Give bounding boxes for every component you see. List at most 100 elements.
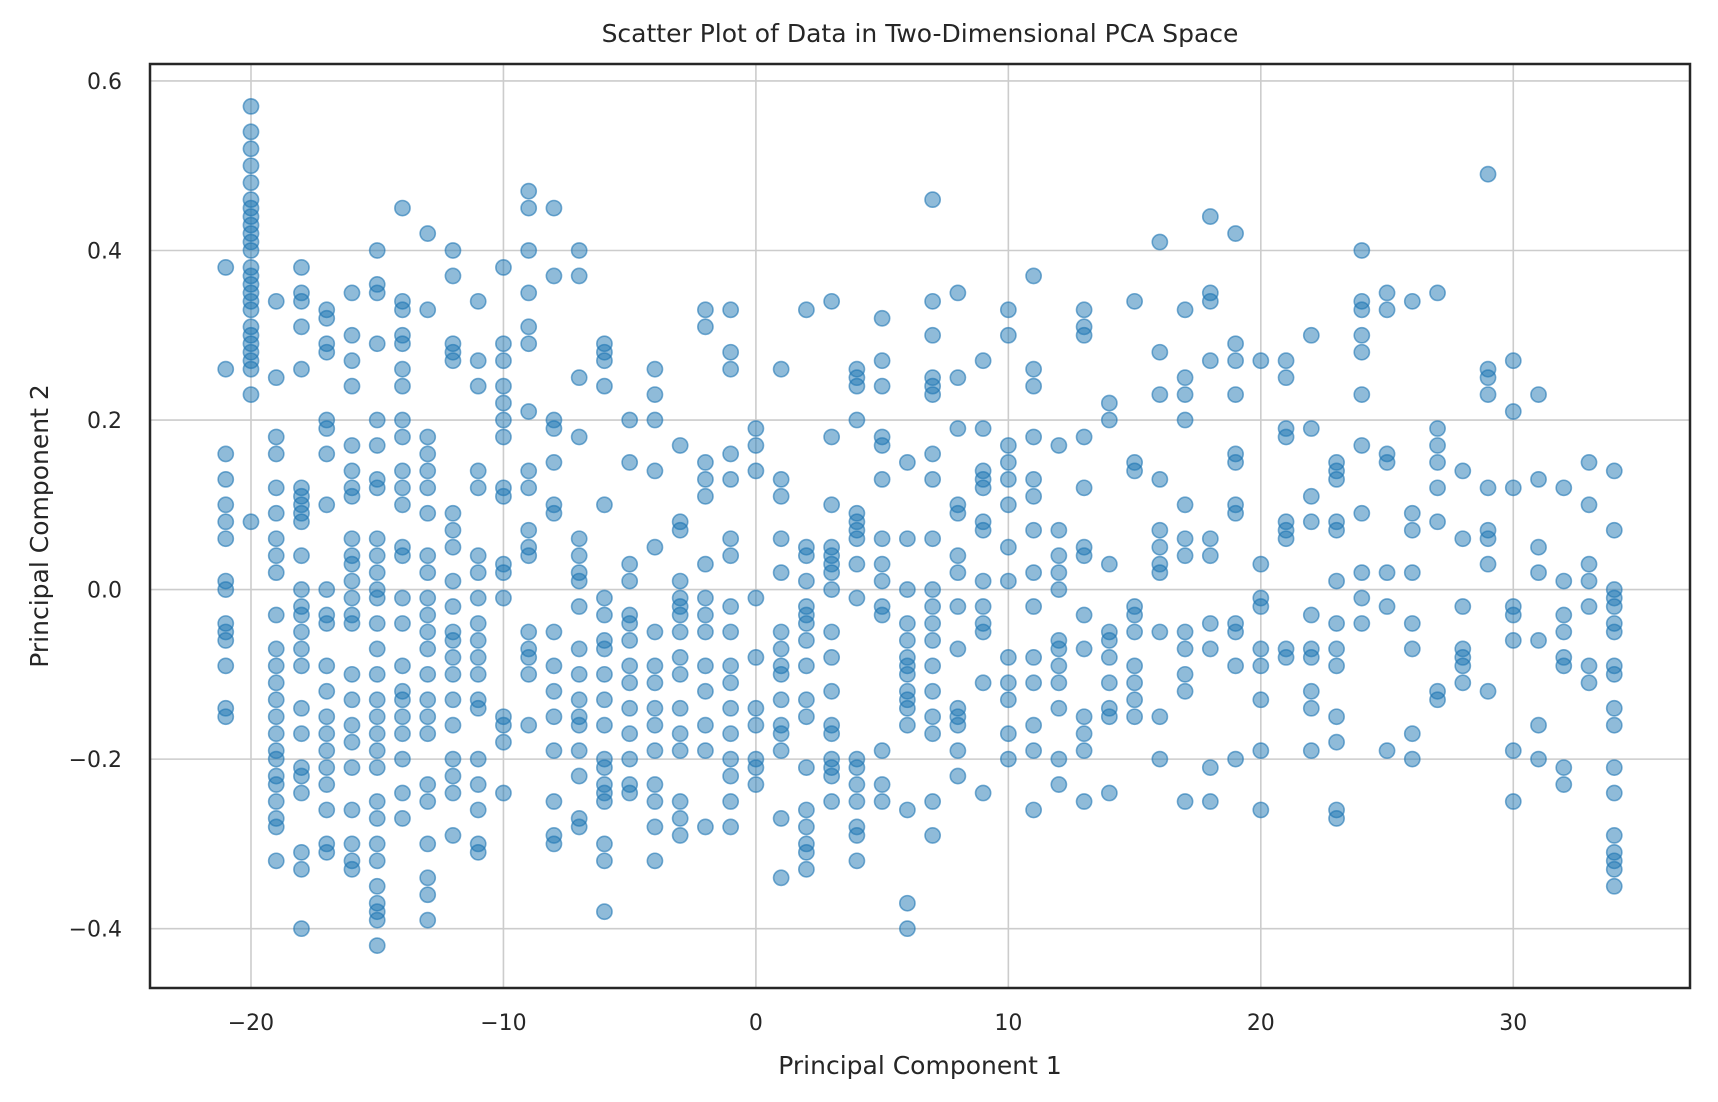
scatter-point [596, 716, 613, 734]
scatter-point [747, 776, 765, 793]
scatter-point [621, 572, 639, 590]
scatter-point [267, 292, 285, 310]
scatter-point [1605, 759, 1623, 776]
scatter-point [444, 716, 462, 734]
scatter-point [974, 674, 992, 692]
scatter-point [318, 420, 336, 437]
scatter-point [469, 615, 487, 632]
scatter-point [1353, 301, 1371, 319]
scatter-point [1580, 555, 1598, 573]
scatter-point [1100, 708, 1118, 726]
scatter-point [924, 682, 942, 700]
scatter-point [1302, 326, 1320, 344]
scatter-point [697, 454, 714, 471]
scatter-point [495, 377, 512, 395]
scatter-point [772, 623, 790, 641]
scatter-point [949, 640, 967, 658]
scatter-point [520, 479, 538, 497]
scatter-point [293, 360, 310, 378]
scatter-point [924, 470, 942, 488]
scatter-point [394, 360, 411, 378]
scatter-point [267, 547, 285, 565]
scatter-point [419, 301, 437, 319]
scatter-point [1580, 674, 1598, 692]
scatter-point [1605, 598, 1623, 615]
scatter-point [747, 699, 765, 717]
scatter-point [368, 793, 386, 810]
scatter-point [747, 437, 765, 454]
scatter-point [469, 843, 487, 861]
scatter-point [1050, 776, 1068, 793]
scatter-point [1555, 776, 1573, 793]
scatter-point [520, 462, 538, 480]
scatter-point [1403, 615, 1421, 632]
scatter-point [924, 386, 942, 404]
scatter-point [1454, 462, 1472, 480]
scatter-point [368, 284, 386, 302]
scatter-point [722, 301, 740, 319]
scatter-point [495, 352, 512, 370]
scatter-point [797, 301, 815, 319]
scatter-point [848, 852, 866, 870]
scatter-point [697, 606, 714, 624]
scatter-point [419, 691, 437, 709]
scatter-point [621, 555, 639, 573]
scatter-point [1100, 632, 1118, 649]
scatter-point [1353, 564, 1371, 582]
scatter-point [1605, 860, 1623, 878]
scatter-point [293, 920, 310, 938]
scatter-point [343, 487, 361, 505]
scatter-point [545, 623, 563, 641]
scatter-point [343, 733, 361, 751]
scatter-point [318, 682, 336, 700]
scatter-point [1479, 386, 1497, 404]
scatter-point [671, 665, 689, 683]
scatter-point [722, 699, 740, 717]
scatter-point [394, 615, 411, 632]
scatter-point [823, 623, 841, 641]
scatter-point [217, 470, 235, 488]
scatter-point [1201, 615, 1219, 632]
scatter-point [671, 572, 689, 590]
scatter-point [1025, 564, 1043, 582]
scatter-point [1328, 572, 1345, 590]
scatter-point [797, 843, 815, 861]
scatter-point [318, 776, 336, 793]
scatter-point [1429, 691, 1446, 709]
scatter-point [1176, 496, 1194, 514]
scatter-point [697, 623, 714, 641]
scatter-point [419, 589, 437, 607]
scatter-point [1075, 742, 1093, 760]
scatter-point [1252, 691, 1270, 709]
scatter-point [394, 377, 411, 395]
scatter-point [999, 326, 1017, 344]
scatter-point [1075, 708, 1093, 726]
scatter-point [368, 665, 386, 683]
scatter-point [267, 776, 285, 793]
scatter-point [1050, 674, 1068, 692]
scatter-point [873, 470, 891, 488]
scatter-point [520, 403, 538, 420]
scatter-point [848, 827, 866, 844]
scatter-point [1328, 657, 1345, 675]
scatter-point [545, 454, 563, 471]
scatter-point [596, 691, 613, 709]
scatter-point [646, 538, 664, 556]
scatter-point [570, 572, 588, 590]
scatter-point [797, 708, 815, 726]
scatter-point [1605, 699, 1623, 717]
scatter-point [1126, 606, 1143, 624]
scatter-point [570, 267, 588, 285]
scatter-point [1252, 352, 1270, 370]
scatter-point [974, 572, 992, 590]
scatter-point [242, 301, 260, 319]
scatter-point [924, 581, 942, 598]
scatter-point [797, 615, 815, 632]
scatter-point [671, 648, 689, 666]
scatter-point [293, 606, 310, 624]
scatter-point [1302, 699, 1320, 717]
scatter-point [974, 479, 992, 497]
scatter-point [495, 733, 512, 751]
scatter-point [671, 725, 689, 743]
scatter-point [1302, 487, 1320, 505]
